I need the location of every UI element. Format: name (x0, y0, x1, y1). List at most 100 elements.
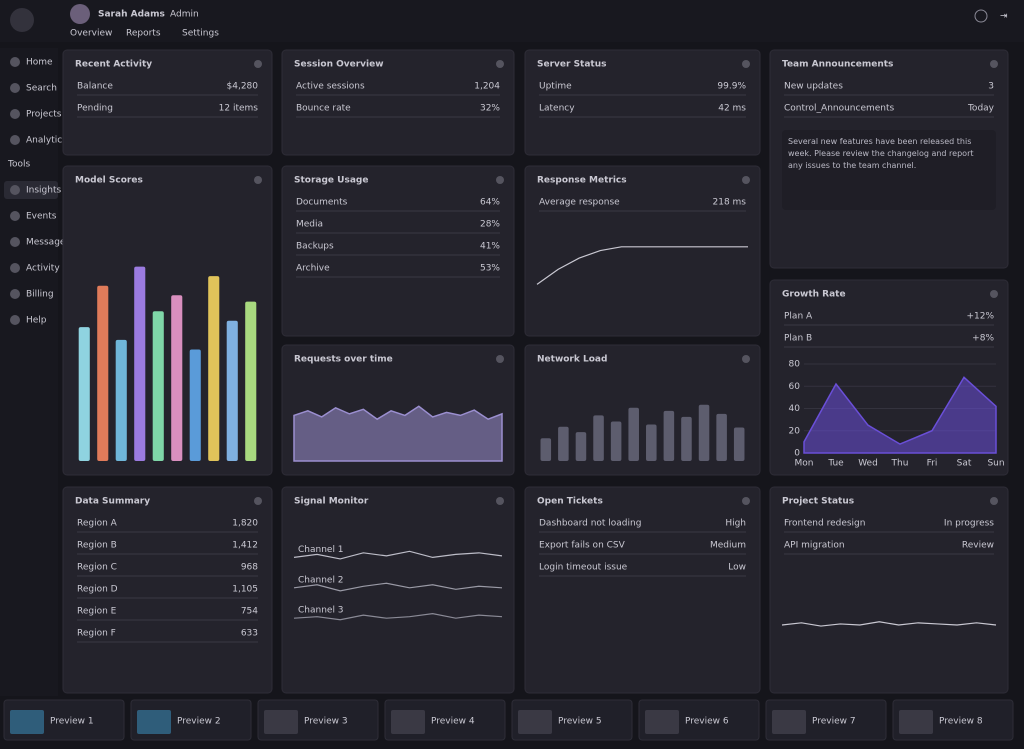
panel-title: Growth Rate (782, 290, 846, 300)
item-value: $4,280 (227, 82, 259, 92)
x-tick-label: Wed (858, 459, 878, 469)
bar (663, 410, 675, 461)
thumbnail-image (391, 710, 425, 734)
item-label: Backups (296, 242, 334, 252)
legend-entry: Channel 1 (298, 545, 344, 555)
bar (78, 327, 90, 461)
thumbnail-image (10, 710, 44, 734)
nav-item[interactable]: Insights (26, 186, 61, 196)
nav-item[interactable]: Help (26, 316, 47, 326)
line (293, 550, 503, 560)
help-icon[interactable] (974, 9, 988, 23)
panel-menu[interactable] (742, 355, 750, 363)
area (293, 405, 503, 462)
item-label: Region F (77, 629, 116, 639)
avatar[interactable] (70, 4, 90, 24)
item-value: 633 (241, 629, 258, 639)
sidebar (0, 48, 58, 696)
thumbnail-label: Preview 7 (812, 717, 856, 727)
panel (281, 49, 515, 156)
message-wrap: Several new features have been released … (788, 137, 974, 170)
thumbnail-image (645, 710, 679, 734)
item-value: 218 ms (713, 198, 747, 208)
bar (628, 407, 639, 461)
legend-entry: Channel 3 (298, 606, 344, 616)
item-value: 41% (480, 242, 500, 252)
item-label: Login timeout issue (539, 563, 628, 573)
nav-item[interactable]: Activity (26, 264, 60, 274)
bar (558, 426, 569, 461)
item-value: 32% (480, 104, 500, 114)
bar (716, 413, 727, 461)
item-label: Region C (77, 563, 117, 573)
bar (152, 311, 164, 461)
panel-menu[interactable] (742, 176, 750, 184)
item-label: Control_Announcements (784, 104, 895, 114)
panel-menu[interactable] (496, 355, 504, 363)
x-tick-label: Thu (891, 459, 909, 469)
item-value: 1,412 (232, 541, 258, 551)
nav-item[interactable]: Analytics (26, 136, 67, 146)
panel-title: Server Status (537, 60, 607, 70)
bar (134, 266, 146, 461)
panel-title: Data Summary (75, 497, 150, 507)
nav-item[interactable]: Billing (26, 290, 54, 300)
nav-item[interactable]: Search (26, 84, 57, 94)
panel-menu[interactable] (496, 176, 504, 184)
nav-item[interactable]: Home (26, 58, 53, 68)
y-tick-label: 60 (789, 382, 801, 392)
nav-tab[interactable]: Reports (126, 29, 161, 39)
panel-menu[interactable] (990, 497, 998, 505)
panel-menu[interactable] (742, 60, 750, 68)
panel-menu[interactable] (254, 60, 262, 68)
bar (698, 404, 710, 461)
line (536, 246, 748, 285)
thumbnail-image (899, 710, 933, 734)
item-value: 99.9% (717, 82, 746, 92)
panel-title: Recent Activity (75, 60, 152, 70)
panel-menu[interactable] (254, 497, 262, 505)
nav-section: Tools (7, 160, 30, 170)
panel-menu[interactable] (496, 60, 504, 68)
nav-tab[interactable]: Overview (70, 29, 112, 39)
item-label: Plan B (784, 334, 812, 344)
item-label: Bounce rate (296, 104, 351, 114)
bar (610, 421, 622, 461)
nav-item[interactable]: Events (26, 212, 57, 222)
nav-icon (10, 237, 20, 247)
panel (524, 165, 761, 337)
item-value: Low (728, 563, 746, 573)
x-tick-label: Mon (795, 459, 814, 469)
item-value: In progress (944, 519, 994, 529)
item-value: 1,820 (232, 519, 258, 529)
bar (115, 339, 127, 461)
item-value: Medium (710, 541, 746, 551)
message-text: Several new features have been released … (788, 137, 974, 170)
menu-icon[interactable]: ⇥ (1000, 12, 1008, 22)
panel-menu[interactable] (990, 290, 998, 298)
bar (646, 424, 657, 461)
item-label: Active sessions (296, 82, 365, 92)
thumbnail-label: Preview 5 (558, 717, 602, 727)
nav-item[interactable]: Messages (26, 238, 70, 248)
panel-title: Team Announcements (782, 60, 893, 70)
nav-tab[interactable]: Settings (182, 29, 219, 39)
x-tick-label: Tue (827, 459, 844, 469)
panel-menu[interactable] (496, 497, 504, 505)
panel-title: Network Load (537, 355, 607, 365)
line (781, 621, 997, 627)
panel-title: Response Metrics (537, 176, 627, 186)
item-label: Plan A (784, 312, 813, 322)
panel (524, 49, 761, 156)
item-label: Latency (539, 104, 575, 114)
panel-menu[interactable] (254, 176, 262, 184)
y-tick-label: 20 (789, 426, 801, 436)
panel-menu[interactable] (990, 60, 998, 68)
item-value: High (725, 519, 746, 529)
item-label: New updates (784, 82, 843, 92)
nav-icon (10, 289, 20, 299)
panel-menu[interactable] (742, 497, 750, 505)
item-label: Dashboard not loading (539, 519, 641, 529)
panel-title: Requests over time (294, 355, 393, 365)
nav-item[interactable]: Projects (26, 110, 62, 120)
